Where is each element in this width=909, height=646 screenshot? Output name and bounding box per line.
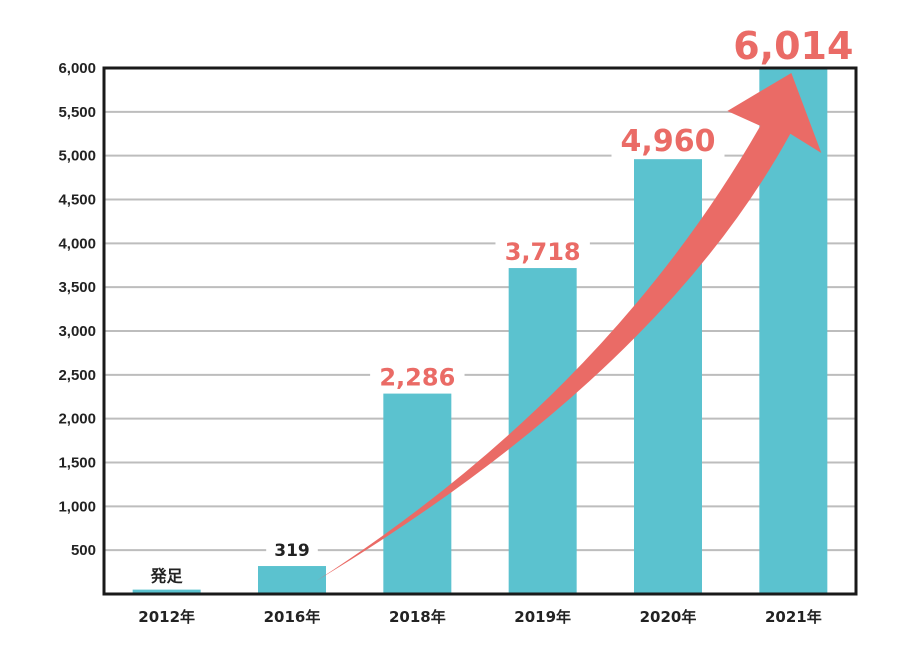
data-label: 2,286: [379, 364, 455, 392]
y-tick-label: 500: [71, 542, 96, 559]
data-label-bg: [724, 20, 863, 65]
y-tick-label: 2,000: [58, 411, 96, 428]
data-label: 319: [274, 541, 310, 561]
y-tick-label: 3,500: [58, 279, 96, 296]
data-label-bg: [150, 565, 183, 588]
x-tick-label: 2016年: [264, 608, 321, 626]
x-tick-label: 2019年: [514, 608, 571, 626]
bar-2020年: [634, 159, 702, 594]
y-tick-label: 3,000: [58, 323, 96, 340]
y-tick-label: 4,000: [58, 235, 96, 252]
x-tick-label: 2021年: [765, 608, 822, 626]
data-label-bg: [266, 539, 318, 563]
data-label-bg: [370, 361, 465, 392]
bar-2012年: [132, 589, 201, 594]
y-tick-label: 1,500: [58, 455, 96, 472]
data-label-bg: [611, 121, 725, 158]
plot-frame: [102, 66, 858, 596]
data-label: 4,960: [621, 124, 716, 159]
bar-2016年: [258, 566, 326, 594]
x-tick-label: 2012年: [138, 608, 195, 626]
x-axis-ticks: 2012年 2016年 2018年 2019年 2020年 2021年: [138, 608, 821, 626]
growth-arrow: [317, 73, 822, 581]
data-label-bg: [495, 236, 590, 267]
y-tick-label: 1,000: [58, 498, 96, 515]
data-label: 3,718: [505, 238, 581, 266]
x-tick-label: 2020年: [640, 608, 697, 626]
y-tick-label: 4,500: [58, 192, 96, 209]
y-tick-label: 6,000: [58, 60, 96, 77]
y-axis-ticks: 500 1,000 1,500 2,000 2,500 3,000 3,500 4,000 4,…: [58, 60, 96, 559]
y-tick-label: 5,000: [58, 148, 96, 165]
data-labels: 発足 319 2,286 3,718 4,960 6,014: [150, 20, 863, 588]
data-label: 発足: [150, 567, 184, 586]
y-tick-label: 5,500: [58, 104, 96, 121]
data-label: 6,014: [733, 24, 853, 68]
gridlines: [104, 67, 856, 552]
x-tick-label: 2018年: [389, 608, 446, 626]
y-tick-label: 2,500: [58, 367, 96, 384]
